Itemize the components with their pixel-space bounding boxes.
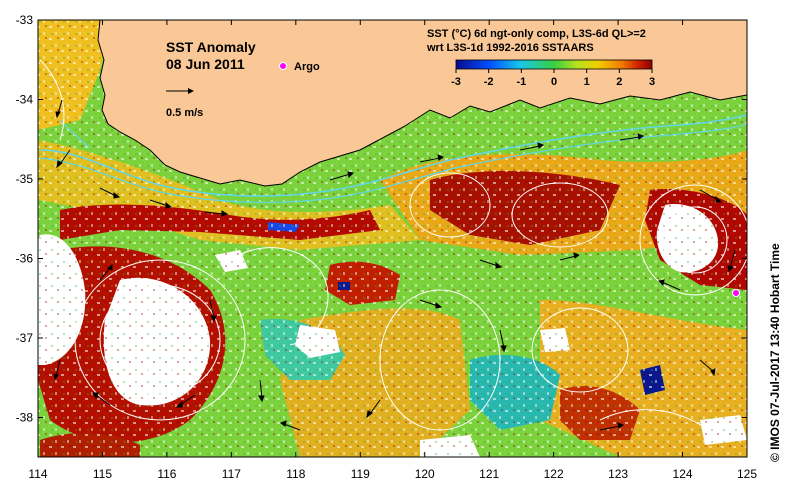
vector-arrow: [599, 422, 625, 431]
colorbar-tick-label: 2: [616, 76, 622, 88]
x-tick-label: 118: [286, 467, 305, 481]
vector-arrow: [699, 189, 723, 203]
y-axis-ticks: -33-34-35-36-37-38: [16, 13, 747, 425]
legend-title-line1: SST (°C) 6d ngt-only comp, L3S-6d QL>=2: [427, 28, 646, 40]
colorbar-tick-label: -3: [451, 76, 461, 88]
argo-legend: Argo: [279, 61, 320, 73]
y-tick-label: -34: [16, 93, 34, 107]
x-tick-label: 124: [673, 467, 693, 481]
vector-arrow: [99, 187, 121, 199]
vector-arrow: [204, 210, 229, 217]
vector-arrow: [329, 171, 355, 181]
vector-arrow: [56, 149, 71, 169]
vector-arrow: [419, 154, 445, 163]
colorbar: [455, 59, 653, 70]
vector-arrow: [479, 259, 503, 269]
y-tick-label: -36: [16, 252, 34, 266]
vector-arrow: [175, 394, 196, 408]
current-vectors: [53, 99, 736, 431]
x-tick-label: 122: [544, 467, 564, 481]
colorbar-tick-label: -2: [484, 76, 494, 88]
x-tick-label: 119: [351, 467, 370, 481]
vector-arrow: [258, 379, 265, 403]
y-tick-label: -35: [16, 172, 34, 186]
x-tick-label: 117: [222, 467, 241, 481]
vector-arrow: [99, 264, 113, 281]
vector-arrow: [209, 299, 217, 323]
vector-arrow: [53, 359, 61, 381]
map-date: 08 Jun 2011: [166, 56, 245, 72]
vector-arrow: [727, 249, 736, 273]
x-tick-label: 123: [608, 467, 628, 481]
vector-arrow: [699, 359, 716, 377]
x-tick-label: 120: [415, 467, 435, 481]
velocity-scale: 0.5 m/s: [166, 88, 203, 119]
x-tick-label: 125: [737, 467, 757, 481]
colorbar-tick-label: -1: [516, 76, 526, 88]
argo-legend-icon: [279, 62, 287, 70]
vector-arrow: [499, 329, 507, 353]
vector-arrow: [619, 133, 645, 141]
map-title: SST Anomaly: [166, 39, 256, 55]
colorbar-tick-label: 1: [584, 76, 590, 88]
vector-arrow: [149, 199, 173, 209]
x-tick-label: 115: [93, 467, 112, 481]
x-tick-label: 121: [479, 467, 499, 481]
vector-arrow: [92, 392, 111, 406]
y-tick-label: -37: [16, 331, 34, 345]
map-frame: [37, 19, 748, 458]
vector-arrow: [657, 279, 681, 291]
y-tick-label: -38: [16, 411, 34, 425]
scale-label: 0.5 m/s: [166, 107, 203, 119]
colorbar-ticks: -3 -2 -1 0 1 2 3: [451, 69, 655, 88]
legend-title-line2: wrt L3S-1d 1992-2016 SSTAARS: [426, 42, 594, 54]
y-tick-label: -33: [16, 13, 34, 27]
argo-float-marker: [732, 289, 740, 297]
vector-arrow: [559, 252, 581, 261]
vector-arrow: [366, 399, 381, 419]
colorbar-legend: SST (°C) 6d ngt-only comp, L3S-6d QL>=2 …: [426, 28, 655, 88]
vector-arrow: [519, 142, 545, 151]
x-tick-label: 116: [157, 467, 176, 481]
x-axis-ticks: 114 115 116 117 118 119 120 121 122 123 124 125: [28, 20, 757, 481]
x-tick-label: 114: [28, 467, 47, 481]
argo-legend-label: Argo: [294, 61, 320, 73]
vector-arrow: [279, 420, 301, 431]
colorbar-tick-label: 0: [551, 76, 557, 88]
colorbar-tick-label: 3: [649, 76, 655, 88]
sst-field: [38, 20, 747, 457]
credit-text: © IMOS 07-Jul-2017 13:40 Hobart Time: [768, 243, 782, 462]
vector-arrow: [55, 99, 63, 119]
vector-arrow: [419, 299, 443, 309]
contour-lines: [39, 59, 747, 441]
